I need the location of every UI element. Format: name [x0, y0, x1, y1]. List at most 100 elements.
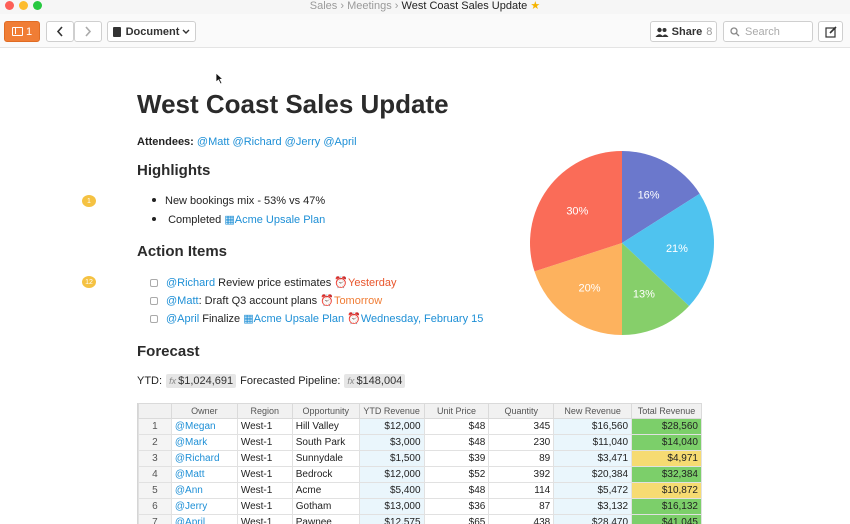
document-menu-button[interactable]: Document	[107, 21, 196, 42]
table-cell[interactable]: Pawnee	[291, 514, 360, 524]
table-cell[interactable]: $48	[423, 434, 490, 451]
table-cell[interactable]: 89	[488, 450, 555, 467]
attendee-mention[interactable]: @April	[323, 136, 357, 148]
doc-link[interactable]: ▦Acme Upsale Plan	[243, 313, 345, 325]
ytd-formula[interactable]: fx $1,024,691	[166, 374, 237, 388]
table-cell[interactable]: $12,575	[358, 514, 425, 524]
table-cell[interactable]: @Ann	[170, 482, 238, 499]
forecast-table[interactable]: Owner Region Opportunity YTD Revenue Unit Pr…	[137, 403, 702, 524]
task-mention[interactable]: @Matt	[166, 294, 199, 307]
column-header[interactable]: Total Revenue	[631, 403, 702, 419]
task-checkbox[interactable]	[150, 278, 158, 287]
task-mention[interactable]: @April	[166, 312, 200, 325]
table-cell[interactable]: $32,384	[631, 466, 702, 483]
table-cell[interactable]: Sunnydale	[291, 450, 360, 467]
table-cell[interactable]: Acme	[291, 482, 360, 499]
table-cell[interactable]: $13,000	[358, 498, 425, 515]
table-cell[interactable]: $16,132	[631, 498, 702, 515]
star-icon[interactable]: ★	[530, 0, 541, 12]
table-cell[interactable]: 230	[488, 434, 555, 451]
task-mention[interactable]: @Richard	[166, 276, 216, 289]
table-cell[interactable]: $3,471	[553, 450, 633, 467]
table-cell[interactable]: $48	[423, 482, 490, 499]
attendee-mention[interactable]: @Jerry	[284, 136, 321, 148]
comment-badge[interactable]: 12	[82, 276, 96, 288]
document-title[interactable]: West Coast Sales Update	[137, 89, 449, 119]
table-cell[interactable]: $4,971	[631, 450, 702, 467]
pie-slice[interactable]	[530, 151, 622, 272]
table-cell[interactable]: $16,560	[553, 418, 633, 435]
share-button[interactable]: Share 8	[650, 21, 717, 42]
breadcrumb-meetings[interactable]: Meetings	[347, 0, 392, 12]
table-row[interactable]: 5 @Ann West-1 Acme $5,400 $48 114 $5,472 $10,872	[138, 482, 702, 499]
table-cell[interactable]: 114	[488, 482, 555, 499]
table-cell[interactable]: $3,000	[358, 434, 425, 451]
breadcrumb-sales[interactable]: Sales	[309, 0, 338, 12]
table-cell[interactable]: 392	[488, 466, 555, 483]
table-cell[interactable]: West-1	[236, 514, 293, 524]
table-cell[interactable]: West-1	[236, 434, 293, 451]
zoom-window-button[interactable]	[33, 1, 42, 10]
column-header[interactable]: Region	[236, 403, 293, 419]
table-cell[interactable]: $12,000	[358, 466, 425, 483]
table-row[interactable]: 4 @Matt West-1 Bedrock $12,000 $52 392 $20,384 $…	[138, 466, 702, 483]
column-header[interactable]: Unit Price	[423, 403, 490, 419]
table-cell[interactable]: @Mark	[170, 434, 238, 451]
doc-link[interactable]: ▦Acme Upsale Plan	[224, 214, 326, 226]
row-number[interactable]: 1	[138, 418, 172, 435]
comment-badge[interactable]: 1	[82, 195, 96, 207]
due-date[interactable]: ⏰Tomorrow	[320, 295, 383, 307]
compose-button[interactable]	[818, 21, 843, 42]
forward-button[interactable]	[74, 21, 102, 42]
table-cell[interactable]: West-1	[236, 498, 293, 515]
minimize-window-button[interactable]	[19, 1, 28, 10]
column-header[interactable]: Quantity	[488, 403, 555, 419]
table-cell[interactable]: $10,872	[631, 482, 702, 499]
row-number[interactable]: 4	[138, 466, 172, 483]
column-header[interactable]: Owner	[170, 403, 238, 419]
column-header[interactable]	[138, 403, 172, 419]
table-cell[interactable]: $28,470	[553, 514, 633, 524]
row-number[interactable]: 7	[138, 514, 172, 524]
table-cell[interactable]: @Megan	[170, 418, 238, 435]
table-cell[interactable]: Bedrock	[291, 466, 360, 483]
due-date[interactable]: ⏰Yesterday	[334, 277, 397, 289]
pie-slice[interactable]	[534, 243, 622, 335]
table-cell[interactable]: Gotham	[291, 498, 360, 515]
pie-chart[interactable]: 16% 21% 13% 20% 30%	[522, 143, 722, 343]
pie-slice[interactable]	[622, 193, 714, 306]
back-button[interactable]	[46, 21, 74, 42]
table-cell[interactable]: $65	[423, 514, 490, 524]
table-cell[interactable]: @Jerry	[170, 498, 238, 515]
attendee-mention[interactable]: @Matt	[196, 136, 230, 148]
table-cell[interactable]: $14,040	[631, 434, 702, 451]
table-cell[interactable]: $41,045	[631, 514, 702, 524]
table-cell[interactable]: West-1	[236, 466, 293, 483]
table-row[interactable]: 6 @Jerry West-1 Gotham $13,000 $36 87 $3,132 $16…	[138, 498, 702, 515]
table-cell[interactable]: @Matt	[170, 466, 238, 483]
table-row[interactable]: 7 @April West-1 Pawnee $12,575 $65 438 $28,470 $…	[138, 514, 702, 524]
pie-slice[interactable]	[622, 243, 690, 335]
due-date[interactable]: ⏰Wednesday, February 15	[347, 313, 484, 325]
table-cell[interactable]: $28,560	[631, 418, 702, 435]
table-cell[interactable]: $3,132	[553, 498, 633, 515]
table-cell[interactable]: $48	[423, 418, 490, 435]
table-cell[interactable]: @Richard	[170, 450, 238, 467]
search-input[interactable]: Search	[723, 21, 813, 42]
table-cell[interactable]: 345	[488, 418, 555, 435]
table-row[interactable]: 1 @Megan West-1 Hill Valley $12,000 $48 345 $16…	[138, 418, 702, 435]
table-cell[interactable]: $36	[423, 498, 490, 515]
table-cell[interactable]: $1,500	[358, 450, 425, 467]
table-row[interactable]: 2 @Mark West-1 South Park $3,000 $48 230 $11,04…	[138, 434, 702, 451]
pipeline-formula[interactable]: fx $148,004	[344, 374, 406, 388]
table-row[interactable]: 3 @Richard West-1 Sunnydale $1,500 $39 89 $3,47…	[138, 450, 702, 467]
pie-slice[interactable]	[622, 151, 700, 243]
comments-toggle-button[interactable]: 1	[4, 21, 40, 42]
table-cell[interactable]: Hill Valley	[291, 418, 360, 435]
row-number[interactable]: 6	[138, 498, 172, 515]
column-header[interactable]: Opportunity	[291, 403, 360, 419]
table-cell[interactable]: $39	[423, 450, 490, 467]
column-header[interactable]: YTD Revenue	[358, 403, 425, 419]
table-cell[interactable]: West-1	[236, 418, 293, 435]
table-cell[interactable]: West-1	[236, 450, 293, 467]
